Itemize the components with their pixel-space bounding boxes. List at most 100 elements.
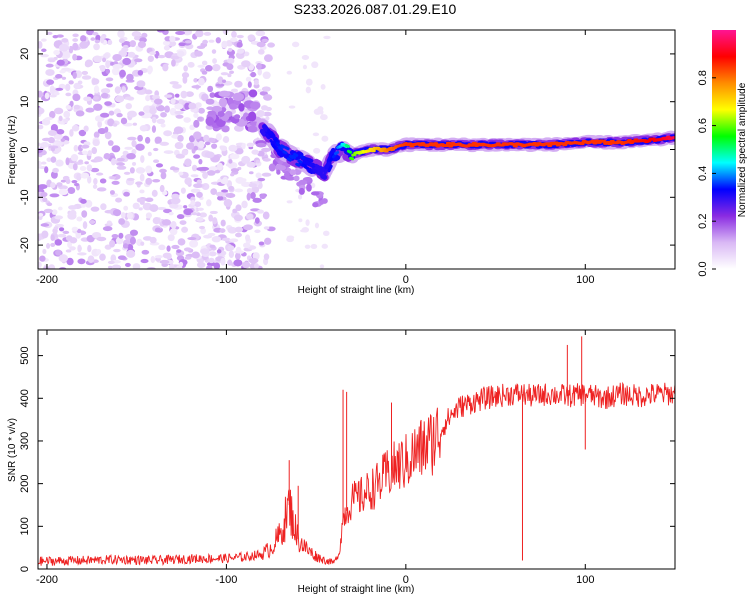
noise-speckle [301, 55, 310, 60]
noise-speckle [86, 164, 93, 172]
noise-speckle [184, 177, 192, 186]
noise-speckle [246, 187, 253, 194]
noise-speckle [212, 58, 217, 64]
noise-speckle [311, 61, 319, 69]
signal-blob [211, 105, 223, 113]
ridge-segment [328, 147, 336, 158]
ridge-segment [315, 169, 323, 176]
noise-speckle [72, 71, 77, 79]
noise-speckle [183, 208, 194, 216]
noise-speckle [72, 42, 79, 51]
ridge-segment [321, 173, 327, 178]
noise-speckle [123, 191, 130, 197]
noise-speckle [263, 54, 273, 63]
noise-speckle [198, 158, 203, 165]
noise-speckle [178, 171, 184, 176]
noise-speckle [312, 132, 320, 137]
snr-y-tick-label: 100 [19, 517, 31, 535]
noise-speckle [255, 172, 262, 179]
signal-blob [248, 89, 258, 98]
noise-speckle [156, 207, 167, 211]
noise-speckle [109, 239, 116, 248]
noise-speckle [169, 203, 179, 209]
noise-speckle [207, 85, 214, 93]
noise-speckle [227, 47, 233, 52]
noise-speckle [237, 48, 245, 54]
noise-speckle [111, 264, 121, 269]
noise-speckle [111, 67, 120, 76]
noise-speckle [190, 188, 201, 193]
noise-speckle [93, 85, 100, 94]
ridge-segment [296, 151, 304, 158]
noise-speckle [157, 30, 165, 33]
noise-speckle [320, 114, 328, 121]
noise-speckle [197, 116, 203, 122]
noise-speckle [220, 257, 226, 266]
noise-speckle [90, 167, 100, 173]
ridge-segment [280, 144, 286, 149]
noise-speckle [154, 136, 162, 144]
noise-speckle [39, 255, 46, 262]
noise-speckle [298, 218, 303, 223]
noise-speckle [211, 49, 217, 54]
noise-speckle [262, 211, 270, 220]
spectrogram-x-tick-label: 100 [576, 274, 594, 286]
noise-speckle [172, 83, 182, 89]
noise-speckle [235, 204, 242, 212]
noise-speckle [107, 260, 115, 265]
noise-speckle [123, 205, 129, 211]
noise-speckle [286, 200, 293, 204]
spectrogram-plot [38, 30, 675, 269]
noise-speckle [127, 110, 137, 118]
noise-speckle [193, 78, 198, 83]
noise-speckle [73, 104, 81, 110]
noise-speckle [80, 202, 87, 208]
noise-speckle [105, 77, 114, 82]
snr-y-label: SNR (10 * v/v) [7, 418, 18, 482]
noise-speckle [94, 39, 100, 44]
noise-speckle [117, 30, 125, 38]
noise-speckle [81, 210, 88, 218]
noise-speckle [151, 116, 157, 124]
noise-speckle [198, 140, 205, 149]
noise-speckle [71, 180, 78, 184]
noise-speckle [55, 87, 64, 91]
noise-speckle [195, 30, 204, 38]
noise-speckle [72, 38, 79, 42]
noise-speckle [81, 144, 90, 149]
noise-speckle [119, 69, 126, 78]
noise-speckle [184, 40, 193, 44]
noise-speckle [121, 86, 127, 93]
noise-speckle [145, 177, 153, 185]
noise-speckle [107, 140, 114, 146]
spectrogram-x-tick-label: 0 [403, 274, 409, 286]
noise-speckle [54, 215, 64, 220]
noise-speckle [92, 139, 100, 147]
noise-speckle [145, 197, 154, 202]
noise-speckle [196, 179, 203, 185]
noise-speckle [197, 64, 206, 68]
noise-speckle [181, 226, 189, 233]
noise-speckle [117, 255, 127, 260]
noise-speckle [99, 35, 105, 44]
noise-speckle [170, 98, 176, 105]
noise-speckle [93, 131, 100, 139]
noise-speckle [88, 220, 96, 225]
noise-speckle [91, 232, 102, 239]
noise-speckle [223, 199, 233, 207]
noise-speckle [261, 86, 271, 92]
signal-blob [216, 119, 226, 128]
noise-speckle [105, 68, 111, 74]
noise-speckle [154, 255, 163, 259]
noise-speckle [265, 116, 270, 121]
noise-speckle [43, 266, 50, 269]
noise-speckle [57, 233, 67, 238]
noise-speckle [72, 33, 79, 38]
noise-speckle [40, 161, 47, 165]
noise-speckle [234, 188, 244, 193]
noise-speckle [136, 89, 147, 95]
noise-speckle [209, 210, 218, 215]
noise-speckle [56, 129, 65, 135]
ridge-segment [310, 169, 316, 174]
ridge-segment [305, 160, 313, 167]
